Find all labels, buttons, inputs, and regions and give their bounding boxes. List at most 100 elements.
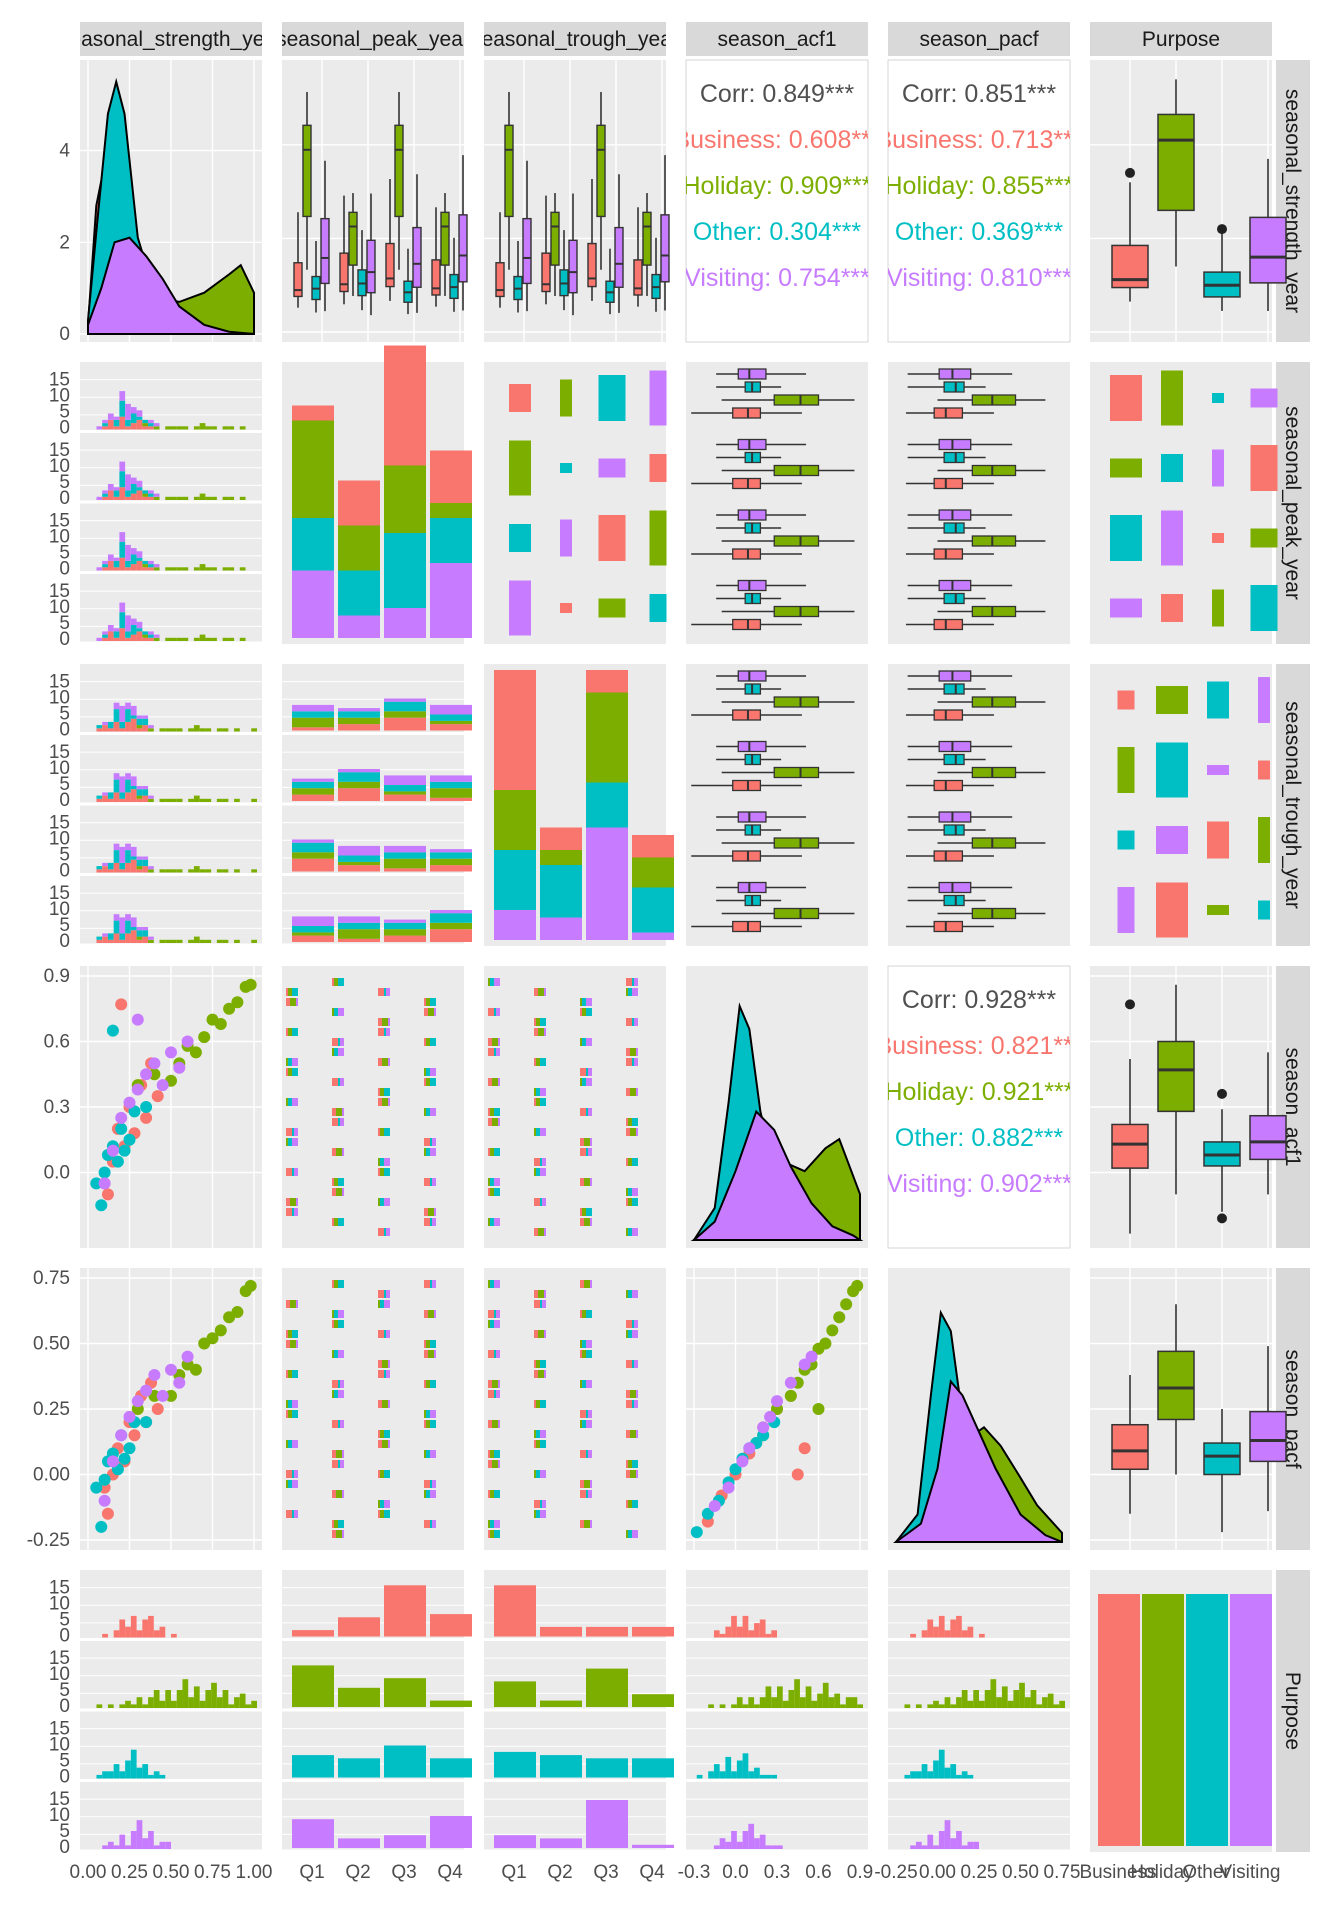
side-bar-holiday bbox=[626, 1188, 628, 1196]
side-bar-other bbox=[632, 978, 634, 986]
facet-bar-visiting bbox=[292, 1819, 334, 1848]
histogram-bar-holiday bbox=[182, 426, 189, 430]
stacked-bar-visiting bbox=[430, 563, 472, 638]
side-bar-business bbox=[332, 1078, 338, 1086]
side-bar-business bbox=[534, 1500, 540, 1508]
column-strip-label: seasonal_trough_year bbox=[471, 28, 679, 51]
side-bar-other bbox=[586, 1450, 588, 1458]
side-bar-holiday bbox=[426, 1340, 430, 1348]
count-tick-label: 10 bbox=[49, 1594, 70, 1615]
side-bar-holiday bbox=[490, 1530, 494, 1538]
count-tick-label: 15 bbox=[49, 511, 70, 532]
facet-bar-visiting bbox=[338, 708, 380, 712]
side-bar-business bbox=[488, 1148, 490, 1156]
stacked-bar-holiday bbox=[632, 857, 674, 888]
box bbox=[971, 766, 1017, 779]
histogram-bar-visiting bbox=[125, 615, 131, 632]
mosaic-tile-business bbox=[560, 603, 572, 613]
side-bar-visiting bbox=[540, 1128, 546, 1136]
side-bar-business bbox=[378, 1098, 382, 1106]
boxplot-visiting bbox=[1249, 1346, 1287, 1512]
mosaic-tile-holiday bbox=[1258, 817, 1270, 863]
histogram-bar-holiday bbox=[171, 567, 177, 571]
histogram-bar-other bbox=[148, 1774, 154, 1779]
count-tick-label: 0 bbox=[59, 790, 70, 811]
side-bar-business bbox=[332, 1420, 338, 1428]
side-bar-business bbox=[332, 1320, 334, 1328]
histogram-bar-business bbox=[754, 1623, 760, 1638]
panel-density-acf1 bbox=[686, 966, 868, 1248]
facet-bar-holiday bbox=[338, 1687, 380, 1707]
scatter-point-business bbox=[115, 998, 128, 1011]
side-bar-business bbox=[378, 1430, 380, 1438]
x-tick-label: 0.25 bbox=[111, 1862, 148, 1883]
box bbox=[568, 239, 578, 294]
histogram-bar-visiting bbox=[719, 1838, 726, 1849]
facet-bar-other bbox=[292, 842, 334, 853]
side-bar-other bbox=[632, 1400, 634, 1408]
side-bar-other bbox=[288, 1098, 292, 1106]
x-tick-label: 0.00 bbox=[919, 1862, 956, 1883]
facet-bar-business bbox=[430, 929, 472, 942]
histogram-bar-other bbox=[748, 1771, 755, 1779]
box bbox=[943, 894, 965, 907]
side-bar-holiday bbox=[534, 1128, 536, 1136]
mosaic-tile-business bbox=[1207, 821, 1229, 859]
side-bar-holiday bbox=[584, 1178, 590, 1186]
box bbox=[737, 368, 767, 380]
mosaic-tile-holiday bbox=[598, 598, 626, 618]
histogram-bar-holiday bbox=[193, 567, 200, 571]
x-tick-label: Other bbox=[1182, 1862, 1230, 1883]
histogram-bar-business bbox=[771, 1630, 777, 1638]
side-bar-holiday bbox=[424, 1148, 426, 1156]
histogram-bar-business bbox=[921, 1630, 928, 1638]
histogram-bar-holiday bbox=[205, 1690, 212, 1708]
side-bar-visiting bbox=[496, 1310, 500, 1318]
side-bar-business bbox=[488, 1038, 492, 1046]
histogram-bar-visiting bbox=[113, 914, 120, 921]
histogram-bar-business bbox=[119, 416, 126, 430]
correlation-text-overall: Corr: 0.851*** bbox=[902, 80, 1057, 108]
histogram-bar-holiday bbox=[176, 728, 183, 732]
side-bar-other bbox=[540, 1400, 546, 1408]
box bbox=[732, 709, 762, 721]
histogram-bar-other bbox=[136, 557, 143, 561]
facet-bar-visiting bbox=[632, 1844, 674, 1848]
histogram-bar-visiting bbox=[736, 1841, 743, 1849]
histogram-bar-visiting bbox=[142, 786, 149, 790]
scatter-point-visiting bbox=[123, 1096, 136, 1109]
histogram-bar-other bbox=[961, 1771, 968, 1779]
side-bar-business bbox=[534, 1290, 538, 1298]
histogram-bar-visiting bbox=[102, 631, 108, 635]
side-bar-other bbox=[536, 1470, 540, 1478]
side-bar-other bbox=[334, 1310, 338, 1318]
side-bar-holiday bbox=[628, 1198, 632, 1206]
histogram-bar-holiday bbox=[159, 728, 166, 732]
count-tick-label: 15 bbox=[49, 1648, 70, 1669]
side-bar-holiday bbox=[378, 1198, 380, 1206]
side-bar-holiday bbox=[334, 1520, 338, 1528]
histogram-bar-holiday bbox=[199, 423, 206, 430]
side-bar-business bbox=[286, 1168, 292, 1176]
side-bar-business bbox=[332, 1038, 338, 1046]
boxplot-visiting bbox=[568, 193, 578, 316]
histogram-bar-other bbox=[130, 856, 137, 860]
side-bar-holiday bbox=[380, 1168, 384, 1176]
hbox-visiting bbox=[907, 509, 1013, 521]
histogram-bar-other bbox=[119, 862, 126, 870]
panel-bar-trough-counts bbox=[484, 664, 674, 946]
x-tick-label: Q4 bbox=[639, 1862, 665, 1883]
correlation-text-business: Business: 0.608*** bbox=[673, 126, 880, 154]
scatter-point-holiday bbox=[206, 1332, 219, 1345]
side-bar-visiting bbox=[386, 1330, 390, 1338]
panel-bar-peak-counts bbox=[282, 345, 472, 644]
histogram-bar-visiting bbox=[136, 786, 143, 790]
hbox-visiting bbox=[907, 579, 1013, 592]
box bbox=[732, 477, 762, 490]
facet-bar-other bbox=[338, 772, 380, 782]
side-bar-holiday bbox=[378, 1158, 380, 1166]
side-bar-holiday bbox=[580, 1078, 582, 1086]
scatter-point-business bbox=[140, 1111, 153, 1124]
side-bar-holiday bbox=[630, 1430, 636, 1438]
box bbox=[943, 592, 965, 605]
